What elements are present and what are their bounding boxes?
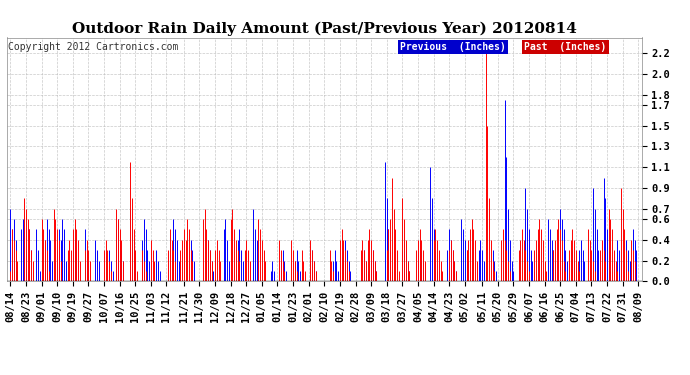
Text: Copyright 2012 Cartronics.com: Copyright 2012 Cartronics.com <box>8 42 178 52</box>
Title: Outdoor Rain Daily Amount (Past/Previous Year) 20120814: Outdoor Rain Daily Amount (Past/Previous… <box>72 22 577 36</box>
Text: Previous  (Inches): Previous (Inches) <box>400 42 506 52</box>
Text: Past  (Inches): Past (Inches) <box>524 42 607 52</box>
